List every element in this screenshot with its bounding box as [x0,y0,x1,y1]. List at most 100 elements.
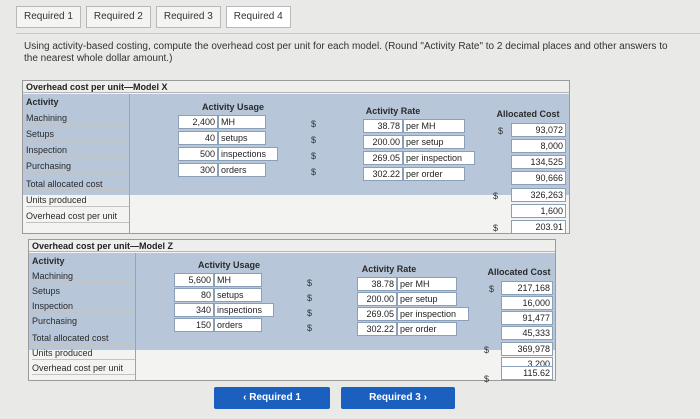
model-x-setups-alloc-input[interactable]: 8,000 [511,139,566,153]
model-z-col-rate: Activity Rate [361,264,417,274]
next-required-button[interactable]: Required 3 › [341,387,455,409]
model-z-machining-usage-unit[interactable]: MH [214,273,262,287]
model-z-units-label: Units produced [32,346,135,360]
chevron-right-icon: › [423,392,427,403]
model-x-row-setups-label: Setups [26,127,129,141]
model-x-purchasing-rate-unit[interactable]: per order [403,167,465,181]
model-x-col-usage: Activity Usage [201,102,265,112]
model-x-inspection-rate-unit[interactable]: per inspection [403,151,475,165]
model-z-inspection-rate-unit[interactable]: per inspection [397,307,469,321]
tab-divider [16,33,700,34]
model-x-purchasing-rate-input[interactable]: 302.22 [363,167,403,181]
model-z-inspection-alloc-input[interactable]: 91,477 [501,311,553,325]
model-x-per-unit-input[interactable]: 203.91 [511,220,566,234]
model-z-purchasing-usage-input[interactable]: 150 [174,318,214,332]
model-z-col-activity: Activity [32,256,65,266]
model-x-purchasing-usage-input[interactable]: 300 [178,163,218,177]
tab-required-4[interactable]: Required 4 [225,6,291,28]
next-required-label: Required 3 [369,392,421,403]
model-z-purchasing-alloc-input[interactable]: 45,333 [501,326,553,340]
model-x-setups-rate-dollar: $ [311,135,317,145]
model-x-machining-usage-unit[interactable]: MH [218,115,266,129]
model-x-per-unit-label: Overhead cost per unit [26,209,129,223]
model-x-units-input[interactable]: 1,600 [511,204,566,218]
model-x-title: Overhead cost per unit—Model X [23,81,569,93]
model-x-setups-rate-input[interactable]: 200.00 [363,135,403,149]
model-z-header-band [29,253,555,350]
model-x-setups-usage-unit[interactable]: setups [218,131,266,145]
model-z-col-alloc: Allocated Cost [487,267,551,277]
model-x-machining-rate-input[interactable]: 38.78 [363,119,403,133]
model-x-machining-usage-input[interactable]: 2,400 [178,115,218,129]
model-x-col-rate: Activity Rate [365,106,421,116]
model-x-row-inspection-label: Inspection [26,143,129,157]
prev-required-label: Required 1 [249,392,301,403]
tab-bar: Required 1 Required 2 Required 3 Require… [16,6,296,32]
chevron-left-icon: ‹ [243,392,247,403]
model-z-machining-usage-input[interactable]: 5,600 [174,273,214,287]
instructions-text: Using activity-based costing, compute th… [24,41,668,64]
tab-required-3[interactable]: Required 3 [155,6,221,28]
model-z-purchasing-rate-dollar: $ [307,323,313,333]
model-z-setups-rate-unit[interactable]: per setup [397,292,457,306]
model-z-per-unit-input[interactable]: 115.62 [501,366,553,380]
model-x-machining-alloc-dollar: $ [498,126,504,136]
model-z-row-inspection-label: Inspection [32,299,135,313]
model-x-row-machining-label: Machining [26,111,129,125]
model-z-purchasing-usage-unit[interactable]: orders [214,318,262,332]
model-x-purchasing-alloc-input[interactable]: 90,666 [511,171,566,185]
model-x-table: Overhead cost per unit—Model X Activity … [22,80,570,234]
model-z-setups-alloc-input[interactable]: 16,000 [501,296,553,310]
model-z-purchasing-rate-unit[interactable]: per order [397,322,457,336]
model-z-per-unit-dollar: $ [484,374,490,384]
model-z-table: Overhead cost per unit—Model Z Activity … [28,239,556,384]
model-x-row-purchasing-label: Purchasing [26,159,129,173]
model-z-setups-usage-unit[interactable]: setups [214,288,262,302]
model-z-inspection-rate-dollar: $ [307,308,313,318]
model-x-inspection-rate-input[interactable]: 269.05 [363,151,403,165]
model-z-title: Overhead cost per unit—Model Z [29,240,555,252]
model-x-inspection-alloc-input[interactable]: 134,525 [511,155,566,169]
model-z-inspection-usage-unit[interactable]: inspections [214,303,274,317]
model-z-machining-alloc-dollar: $ [489,284,495,294]
model-x-setups-rate-unit[interactable]: per setup [403,135,465,149]
model-x-purchasing-rate-dollar: $ [311,167,317,177]
model-z-total-label: Total allocated cost [32,331,135,345]
model-z-machining-rate-input[interactable]: 38.78 [357,277,397,291]
model-x-machining-rate-dollar: $ [311,119,317,129]
model-x-units-label: Units produced [26,193,129,207]
model-z-setups-rate-dollar: $ [307,293,313,303]
model-x-purchasing-usage-unit[interactable]: orders [218,163,266,177]
model-z-inspection-usage-input[interactable]: 340 [174,303,214,317]
model-x-header-band [23,94,569,195]
model-z-row-purchasing-label: Purchasing [32,314,135,328]
model-z-row-setups-label: Setups [32,284,135,298]
model-x-per-unit-dollar: $ [493,223,499,233]
model-z-setups-usage-input[interactable]: 80 [174,288,214,302]
model-x-machining-alloc-input[interactable]: 93,072 [511,123,566,137]
model-z-inspection-rate-input[interactable]: 269.05 [357,307,397,321]
model-x-label-column [23,94,130,234]
model-z-machining-alloc-input[interactable]: 217,168 [501,281,553,295]
model-x-col-activity: Activity [26,97,59,107]
model-x-total-input[interactable]: 326,263 [511,188,566,202]
model-z-total-input[interactable]: 369,978 [501,342,553,356]
model-z-label-column [29,253,136,381]
model-x-inspection-usage-input[interactable]: 500 [178,147,218,161]
model-z-total-dollar: $ [484,345,490,355]
model-x-machining-rate-unit[interactable]: per MH [403,119,465,133]
tab-required-1[interactable]: Required 1 [16,6,81,28]
model-z-col-usage: Activity Usage [197,260,261,270]
model-x-inspection-usage-unit[interactable]: inspections [218,147,278,161]
model-z-machining-rate-dollar: $ [307,278,313,288]
model-x-total-dollar: $ [493,191,499,201]
model-z-setups-rate-input[interactable]: 200.00 [357,292,397,306]
prev-required-button[interactable]: ‹ Required 1 [214,387,330,409]
tab-required-2[interactable]: Required 2 [85,6,151,28]
model-x-total-label: Total allocated cost [26,177,129,191]
model-z-per-unit-label: Overhead cost per unit [32,361,135,375]
model-x-setups-usage-input[interactable]: 40 [178,131,218,145]
model-z-machining-rate-unit[interactable]: per MH [397,277,457,291]
model-x-col-alloc: Allocated Cost [496,109,560,119]
model-z-purchasing-rate-input[interactable]: 302.22 [357,322,397,336]
